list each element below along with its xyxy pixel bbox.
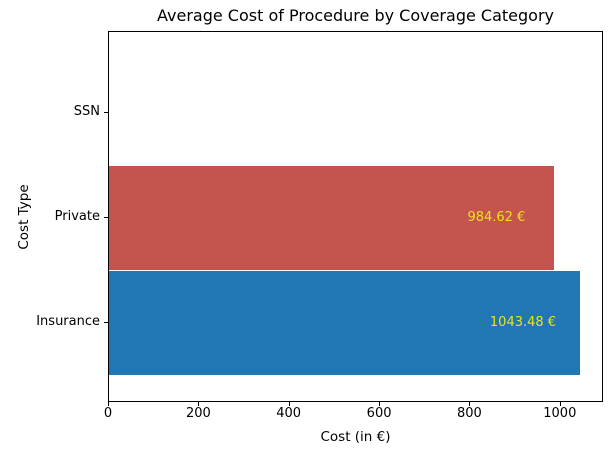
x-axis-label: Cost (in €) [320, 429, 391, 445]
plot-area: 984.62 € 1043.48 € [108, 31, 603, 402]
y-tick-ssn [104, 112, 108, 113]
x-tick-label-600: 600 [366, 406, 392, 421]
bar-value-label-private: 984.62 € [467, 210, 526, 225]
x-tick-400 [288, 402, 290, 406]
x-tick-label-0: 0 [103, 406, 113, 421]
bar-private [109, 166, 554, 270]
chart-title: Average Cost of Procedure by Coverage Ca… [157, 6, 554, 25]
bar-insurance [109, 271, 581, 375]
x-tick-200 [198, 402, 200, 406]
y-tick-insurance [104, 322, 108, 323]
y-tick-private [104, 217, 108, 218]
x-tick-label-800: 800 [456, 406, 482, 421]
x-tick-800 [469, 402, 471, 406]
y-tick-label-insurance: Insurance [36, 314, 100, 329]
x-tick-label-200: 200 [185, 406, 211, 421]
x-tick-600 [379, 402, 381, 406]
x-tick-label-1000: 1000 [543, 406, 577, 421]
x-tick-1000 [559, 402, 561, 406]
y-tick-label-private: Private [54, 209, 100, 224]
bar-value-label-insurance: 1043.48 € [489, 315, 557, 330]
x-tick-0 [108, 402, 109, 406]
y-tick-label-ssn: SSN [73, 104, 100, 119]
x-tick-label-400: 400 [276, 406, 302, 421]
